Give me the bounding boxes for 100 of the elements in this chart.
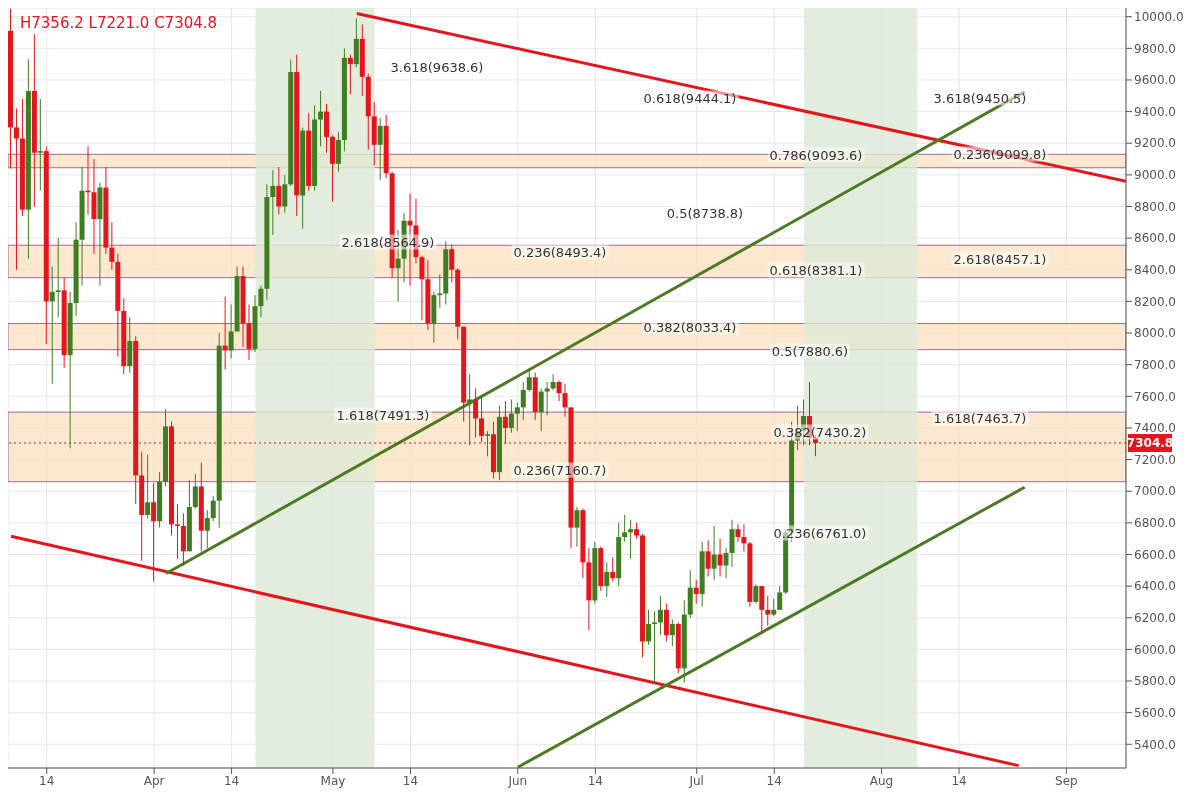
y-tick-label: 7600.0 bbox=[1134, 389, 1176, 404]
y-tick-label: 9000.0 bbox=[1134, 168, 1176, 183]
candlestick bbox=[604, 561, 610, 598]
candlestick bbox=[377, 117, 383, 181]
ref-line-label: 7304.8 bbox=[1126, 436, 1174, 450]
y-tick-label: 6000.0 bbox=[1134, 642, 1176, 657]
y-tick-label: 8400.0 bbox=[1134, 263, 1176, 278]
candlestick bbox=[282, 174, 288, 214]
y-tick-label: 9800.0 bbox=[1134, 41, 1176, 56]
annotation: 0.5(8738.8) bbox=[664, 205, 746, 221]
candlestick bbox=[37, 98, 43, 192]
candlestick bbox=[693, 579, 699, 604]
y-tick-label: 6800.0 bbox=[1134, 516, 1176, 531]
candlestick bbox=[514, 402, 520, 432]
candlestick bbox=[544, 381, 550, 416]
annotation: 3.618(9638.6) bbox=[388, 59, 486, 75]
candlestick bbox=[610, 557, 616, 582]
annotation: 0.236(6761.0) bbox=[771, 525, 869, 541]
annotation: 0.382(7430.2) bbox=[771, 424, 869, 440]
candlestick bbox=[449, 243, 455, 283]
y-tick-label: 5400.0 bbox=[1134, 737, 1176, 752]
candlestick bbox=[479, 395, 485, 443]
candlestick bbox=[318, 90, 324, 147]
y-tick-label: 6600.0 bbox=[1134, 547, 1176, 562]
x-tick-label: Aug bbox=[869, 773, 894, 788]
candlestick bbox=[669, 618, 675, 647]
annotation: 1.618(7491.3) bbox=[334, 407, 432, 423]
y-tick-label: 8000.0 bbox=[1134, 326, 1176, 341]
candlestick bbox=[258, 285, 264, 318]
y-tick-label: 10000.0 bbox=[1134, 9, 1184, 24]
annotation: 0.382(8033.4) bbox=[641, 319, 739, 335]
candlestick bbox=[741, 523, 747, 552]
candlestick bbox=[335, 131, 341, 173]
candlestick bbox=[729, 519, 735, 568]
candlestick bbox=[467, 373, 473, 446]
x-tick-label: Jun bbox=[507, 773, 528, 788]
candlestick bbox=[228, 304, 234, 359]
annotation: 2.618(8564.9) bbox=[339, 234, 437, 250]
y-tick-label: 5800.0 bbox=[1134, 674, 1176, 689]
candlestick bbox=[508, 398, 514, 434]
candlestick bbox=[204, 509, 210, 549]
candlestick bbox=[520, 381, 526, 421]
candlestick bbox=[538, 387, 544, 432]
y-tick-label: 7000.0 bbox=[1134, 484, 1176, 499]
annotation: 1.618(7463.7) bbox=[931, 410, 1029, 426]
x-tick-label: 14 bbox=[766, 773, 782, 788]
candlestick bbox=[711, 525, 717, 581]
candlestick bbox=[574, 506, 580, 548]
candlestick bbox=[55, 237, 61, 318]
annotation: 0.618(9444.1) bbox=[641, 90, 739, 106]
annotation: H7356.2 L7221.0 C7304.8 bbox=[20, 14, 218, 32]
candlestick bbox=[705, 539, 711, 578]
y-tick-label: 8600.0 bbox=[1134, 231, 1176, 246]
candlestick bbox=[347, 54, 353, 95]
candlestick bbox=[174, 503, 180, 560]
candlestick bbox=[49, 266, 55, 385]
y-tick-label: 5600.0 bbox=[1134, 705, 1176, 720]
y-tick-label: 6200.0 bbox=[1134, 611, 1176, 625]
candlestick bbox=[419, 255, 425, 321]
annotation: 0.236(7160.7) bbox=[511, 462, 609, 478]
candlestick bbox=[753, 584, 759, 604]
y-tick-label: 9600.0 bbox=[1134, 73, 1176, 88]
x-tick-label: May bbox=[320, 773, 346, 788]
candlestick bbox=[628, 519, 634, 560]
candlestick bbox=[550, 373, 556, 391]
candlestick bbox=[276, 166, 282, 215]
y-tick-label: 6400.0 bbox=[1134, 579, 1176, 594]
y-tick-label: 8800.0 bbox=[1134, 199, 1176, 214]
candlestick bbox=[759, 585, 765, 635]
x-tick-label: Jul bbox=[688, 773, 704, 788]
y-tick-label: 9200.0 bbox=[1134, 136, 1176, 151]
candlestick bbox=[485, 430, 491, 457]
candlestick bbox=[473, 387, 479, 438]
candlestick bbox=[723, 547, 729, 579]
candlestick bbox=[717, 538, 723, 578]
x-tick-label: 14 bbox=[951, 773, 967, 788]
candlestick bbox=[646, 609, 652, 646]
candlestick bbox=[13, 107, 19, 271]
candlestick bbox=[562, 383, 568, 418]
x-tick-label: 14 bbox=[39, 773, 55, 788]
annotation: 2.618(8457.1) bbox=[951, 251, 1049, 267]
y-tick-label: 7200.0 bbox=[1134, 452, 1176, 467]
y-tick-label: 9400.0 bbox=[1134, 104, 1176, 119]
candlestick bbox=[556, 379, 562, 402]
x-tick-label: 14 bbox=[223, 773, 240, 788]
y-tick-label: 7400.0 bbox=[1134, 421, 1176, 436]
candlestick bbox=[765, 595, 771, 627]
annotation: 3.618(9450.5) bbox=[931, 90, 1029, 106]
candlestick bbox=[270, 169, 276, 236]
annotation: 0.618(8381.1) bbox=[767, 262, 865, 278]
annotation: 0.5(7880.6) bbox=[769, 343, 851, 359]
x-tick-label: 14 bbox=[587, 773, 603, 788]
candlestick bbox=[437, 274, 443, 309]
candlestick bbox=[735, 523, 741, 543]
candlestick bbox=[210, 495, 216, 522]
y-tick-label: 8200.0 bbox=[1134, 294, 1176, 309]
annotation: 0.786(9093.6) bbox=[767, 147, 865, 163]
candlestick bbox=[622, 514, 628, 543]
candlestick bbox=[651, 610, 657, 685]
candlestick bbox=[192, 473, 198, 510]
